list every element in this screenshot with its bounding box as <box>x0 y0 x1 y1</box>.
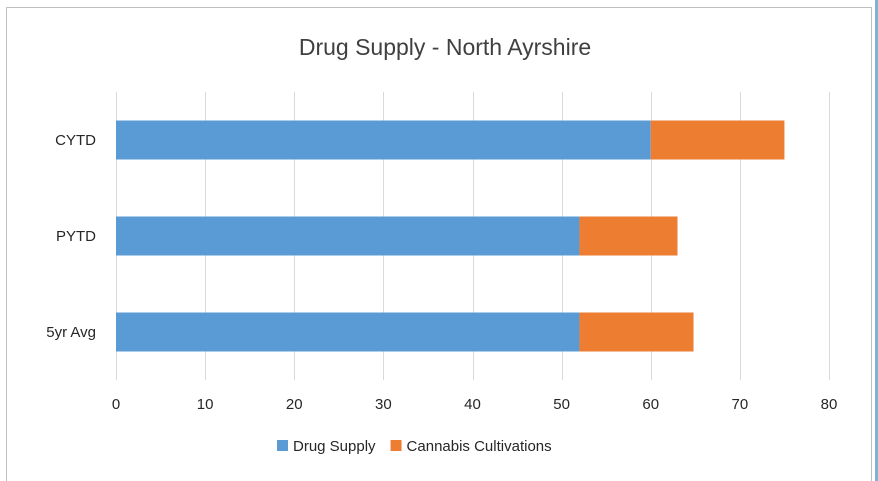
bars <box>116 120 785 352</box>
x-tick-label: 30 <box>375 396 392 413</box>
bar-5yr-avg-cannabis-cultivations <box>579 312 694 352</box>
legend-label: Cannabis Cultivations <box>407 438 552 455</box>
category-label: 5yr Avg <box>46 324 96 341</box>
x-tick-label: 0 <box>112 396 120 413</box>
window-edge <box>875 0 878 481</box>
bar-pytd-drug-supply <box>116 216 580 256</box>
legend: Drug Supply Cannabis Cultivations <box>277 438 552 455</box>
bar-pytd-cannabis-cultivations <box>579 216 678 256</box>
category-label: CYTD <box>55 132 96 149</box>
x-axis-ticks: 0 10 20 30 40 50 60 70 80 <box>112 396 838 413</box>
bar-cytd-drug-supply <box>116 120 651 160</box>
chart-title: Drug Supply - North Ayrshire <box>299 34 591 60</box>
x-tick-label: 70 <box>732 396 749 413</box>
x-tick-label: 40 <box>464 396 481 413</box>
x-tick-label: 50 <box>553 396 570 413</box>
bar-5yr-avg-drug-supply <box>116 312 580 352</box>
legend-label: Drug Supply <box>293 438 376 455</box>
y-axis-categories: CYTD PYTD 5yr Avg <box>46 132 96 341</box>
legend-swatch <box>277 440 288 451</box>
x-tick-label: 10 <box>197 396 214 413</box>
x-tick-label: 60 <box>642 396 659 413</box>
x-tick-label: 20 <box>286 396 303 413</box>
x-tick-label: 80 <box>821 396 838 413</box>
bar-cytd-cannabis-cultivations <box>650 120 785 160</box>
legend-swatch <box>390 440 402 451</box>
category-label: PYTD <box>56 228 96 245</box>
